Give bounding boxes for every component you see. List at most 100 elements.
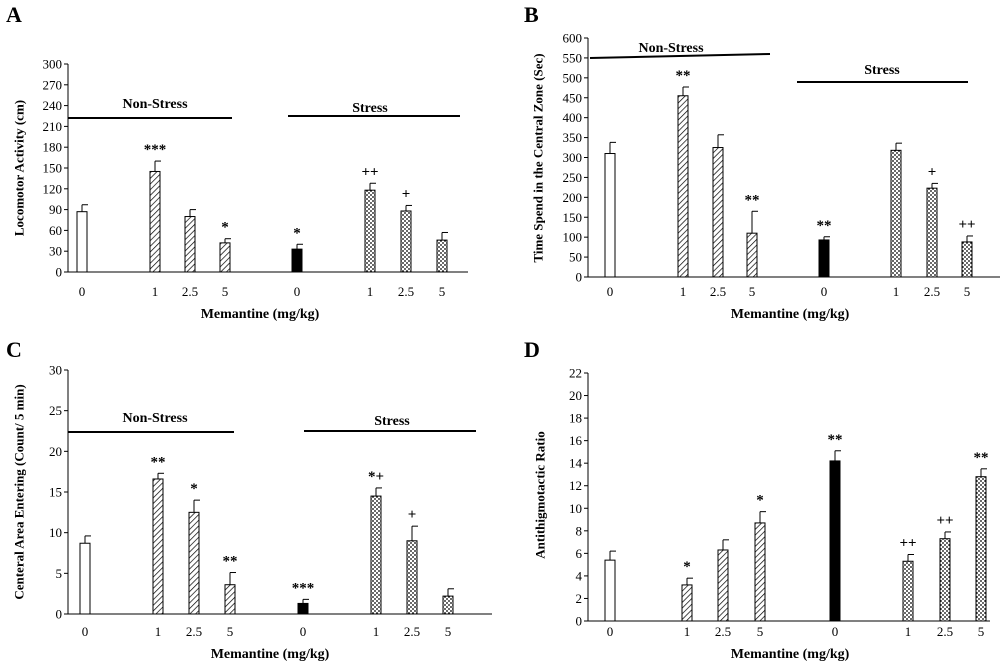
y-tick-label: 550 xyxy=(563,50,583,65)
y-tick-label: 8 xyxy=(576,523,583,538)
x-tick-label: 0 xyxy=(82,624,89,639)
y-tick-label: 0 xyxy=(576,270,583,285)
bar xyxy=(604,153,616,278)
group-label: Non-Stress xyxy=(638,41,704,56)
x-tick-label: 1 xyxy=(893,284,900,299)
bar xyxy=(939,538,951,622)
bar xyxy=(926,187,938,278)
x-tick-label: 1 xyxy=(373,624,380,639)
bar xyxy=(188,511,200,615)
x-tick-label: 0 xyxy=(300,624,307,639)
significance-marker: ** xyxy=(745,192,760,208)
x-tick-label: 5 xyxy=(227,624,234,639)
y-tick-label: 22 xyxy=(569,366,582,381)
y-tick-label: 20 xyxy=(49,444,62,459)
group-label: Stress xyxy=(352,101,388,116)
y-tick-label: 5 xyxy=(56,566,63,581)
significance-marker: ++ xyxy=(958,217,975,233)
panel-label: A xyxy=(6,2,22,27)
bar xyxy=(291,248,303,273)
bar xyxy=(297,602,309,615)
bar xyxy=(717,549,729,622)
x-tick-label: 2.5 xyxy=(182,284,198,299)
significance-marker: *+ xyxy=(368,469,384,485)
y-tick-label: 16 xyxy=(569,433,583,448)
y-tick-label: 240 xyxy=(43,98,63,113)
significance-marker: ** xyxy=(974,450,989,466)
x-tick-label: 2.5 xyxy=(398,284,414,299)
y-axis-title: Antithigmotactic Ratio xyxy=(533,431,548,558)
x-tick-label: 5 xyxy=(749,284,756,299)
y-tick-label: 150 xyxy=(563,210,583,225)
y-tick-label: 60 xyxy=(49,223,62,238)
significance-marker: *** xyxy=(144,142,167,158)
y-tick-label: 10 xyxy=(49,525,62,540)
bar xyxy=(436,239,448,273)
x-tick-label: 1 xyxy=(152,284,159,299)
y-tick-label: 600 xyxy=(563,31,583,46)
y-tick-label: 180 xyxy=(43,140,63,155)
significance-marker: * xyxy=(683,559,691,575)
group-label: Stress xyxy=(374,414,410,429)
bar xyxy=(818,239,830,278)
y-tick-label: 0 xyxy=(576,614,583,629)
x-tick-label: 5 xyxy=(964,284,971,299)
significance-marker: ** xyxy=(676,68,691,84)
y-tick-label: 30 xyxy=(49,363,62,378)
x-tick-label: 5 xyxy=(757,624,764,639)
significance-marker: *** xyxy=(292,580,315,596)
y-tick-label: 90 xyxy=(49,202,62,217)
group-label: Non-Stress xyxy=(122,411,188,426)
group-label: Non-Stress xyxy=(122,97,188,112)
x-axis-title: Memantine (mg/kg) xyxy=(211,647,330,661)
x-tick-label: 5 xyxy=(222,284,229,299)
x-tick-label: 5 xyxy=(978,624,985,639)
y-tick-label: 50 xyxy=(569,250,582,265)
bar xyxy=(961,241,973,278)
x-tick-label: 0 xyxy=(832,624,839,639)
panel-label: C xyxy=(6,337,22,362)
panel-label: D xyxy=(524,337,540,362)
y-axis-title: Centeral Area Entering (Count/ 5 min) xyxy=(12,384,27,599)
y-tick-label: 20 xyxy=(569,388,582,403)
bar xyxy=(604,559,616,622)
y-tick-label: 500 xyxy=(563,70,583,85)
x-tick-label: 1 xyxy=(905,624,912,639)
x-tick-label: 2.5 xyxy=(937,624,953,639)
x-tick-label: 0 xyxy=(607,624,614,639)
x-tick-label: 0 xyxy=(821,284,828,299)
bar xyxy=(681,584,693,622)
y-tick-label: 250 xyxy=(563,170,583,185)
x-tick-label: 5 xyxy=(445,624,452,639)
bar xyxy=(754,522,766,622)
x-tick-label: 1 xyxy=(367,284,374,299)
x-tick-label: 1 xyxy=(155,624,162,639)
bar xyxy=(149,170,161,273)
significance-marker: + xyxy=(408,507,417,523)
significance-marker: + xyxy=(402,186,411,202)
bar xyxy=(712,147,724,278)
x-tick-label: 0 xyxy=(294,284,301,299)
group-line xyxy=(589,53,771,59)
x-tick-label: 2.5 xyxy=(186,624,202,639)
bar xyxy=(184,216,196,273)
significance-marker: ** xyxy=(817,218,832,234)
y-tick-label: 14 xyxy=(569,456,583,471)
significance-marker: ** xyxy=(151,454,166,470)
y-tick-label: 12 xyxy=(569,478,582,493)
y-tick-label: 18 xyxy=(569,411,582,426)
significance-marker: + xyxy=(928,164,937,180)
panel-b: B050100150200250300350400450500550600Tim… xyxy=(524,2,1000,322)
bar xyxy=(829,460,841,622)
y-tick-label: 300 xyxy=(563,150,583,165)
y-tick-label: 4 xyxy=(576,568,583,583)
bar xyxy=(902,560,914,622)
x-tick-label: 0 xyxy=(607,284,614,299)
x-axis-title: Memantine (mg/kg) xyxy=(731,647,850,661)
significance-marker: ++ xyxy=(936,513,953,529)
significance-marker: ++ xyxy=(899,535,916,551)
y-tick-label: 270 xyxy=(43,77,63,92)
x-tick-label: 0 xyxy=(79,284,86,299)
